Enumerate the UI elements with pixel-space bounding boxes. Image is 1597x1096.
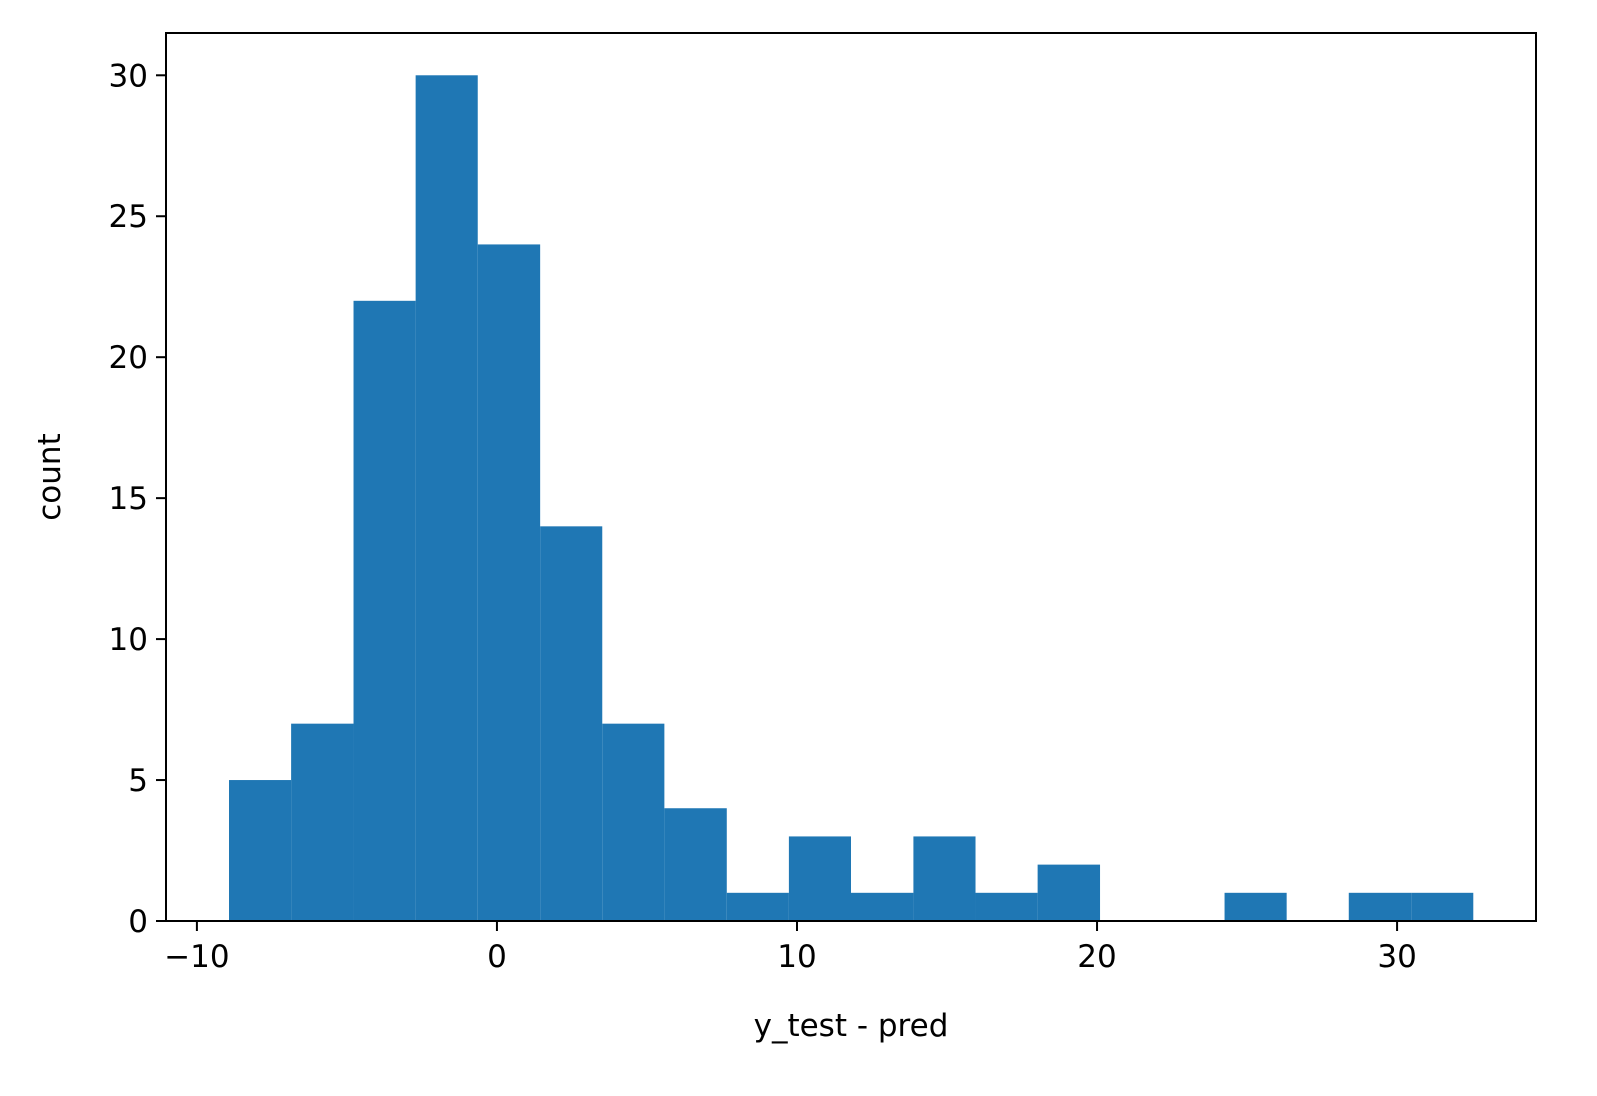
y-tick-label: 30 bbox=[109, 58, 148, 94]
bar bbox=[229, 780, 292, 921]
x-tick-label: 10 bbox=[777, 939, 816, 975]
bar bbox=[1037, 864, 1101, 921]
x-axis-label: y_test - pred bbox=[754, 1008, 949, 1044]
y-tick-label: 25 bbox=[109, 199, 148, 235]
x-tick-label: 0 bbox=[487, 939, 507, 975]
bar bbox=[975, 892, 1038, 921]
y-tick-label: 15 bbox=[109, 481, 148, 517]
bar bbox=[913, 836, 976, 921]
bar bbox=[1411, 892, 1474, 921]
bar bbox=[726, 892, 789, 921]
y-tick-label: 0 bbox=[128, 904, 148, 940]
bar bbox=[540, 526, 603, 921]
bar bbox=[851, 892, 914, 921]
bar bbox=[788, 836, 851, 921]
bar bbox=[353, 300, 416, 921]
bar bbox=[1224, 892, 1287, 921]
bar bbox=[602, 723, 665, 921]
x-tick-label: 20 bbox=[1077, 939, 1116, 975]
bar bbox=[415, 75, 478, 922]
x-tick-label: −10 bbox=[164, 939, 229, 975]
plot-frame bbox=[165, 32, 1537, 922]
x-tick-label: 30 bbox=[1377, 939, 1416, 975]
bar bbox=[477, 244, 541, 921]
y-tick-label: 10 bbox=[109, 622, 148, 658]
bar bbox=[1348, 892, 1412, 921]
bar bbox=[664, 808, 727, 921]
y-axis-label: count bbox=[32, 433, 68, 520]
y-tick-label: 20 bbox=[109, 340, 148, 376]
bar bbox=[291, 723, 354, 921]
y-tick-label: 5 bbox=[128, 763, 148, 799]
